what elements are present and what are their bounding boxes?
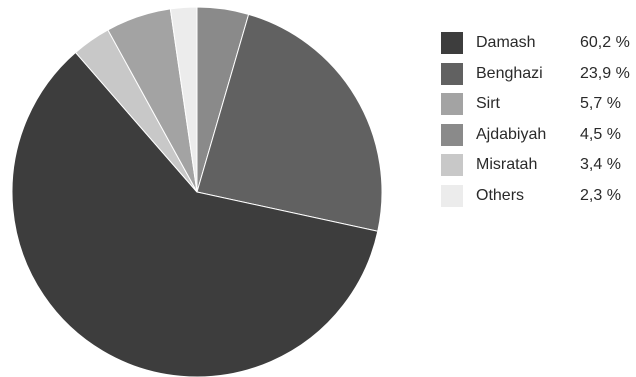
legend-swatch	[441, 184, 463, 207]
legend-value: 2,3 %	[580, 186, 621, 204]
legend-swatch	[441, 123, 463, 146]
legend-item-benghazi: Benghazi 23,9 %	[441, 59, 631, 90]
legend-item-ajdabiyah: Ajdabiyah 4,5 %	[441, 120, 631, 151]
pie-slice-damash	[11, 51, 379, 377]
legend-label: Others	[476, 186, 525, 204]
legend-value: 23,9 %	[580, 64, 630, 82]
pie-chart	[11, 6, 383, 377]
legend-value: 4,5 %	[580, 125, 621, 143]
legend-item-misratah: Misratah 3,4 %	[441, 150, 631, 181]
legend-label: Ajdabiyah	[476, 125, 547, 143]
legend-swatch	[441, 93, 463, 116]
legend-label: Benghazi	[476, 64, 543, 82]
legend-item-sirt: Sirt 5,7 %	[441, 89, 631, 120]
pie-slice-others	[169, 6, 198, 193]
legend: Damash 60,2 % Benghazi 23,9 % Sirt 5,7 % Ajdab…	[441, 28, 631, 211]
pie-slice-benghazi	[196, 13, 383, 232]
legend-item-others: Others 2,3 %	[441, 181, 631, 212]
legend-label: Misratah	[476, 156, 538, 174]
legend-value: 60,2 %	[580, 34, 630, 52]
legend-item-damash: Damash 60,2 %	[441, 28, 631, 59]
legend-label: Damash	[476, 34, 536, 52]
legend-label: Sirt	[476, 95, 500, 113]
legend-swatch	[441, 62, 463, 85]
legend-swatch	[441, 154, 463, 177]
legend-value: 3,4 %	[580, 156, 621, 174]
legend-value: 5,7 %	[580, 95, 621, 113]
legend-swatch	[441, 32, 463, 55]
